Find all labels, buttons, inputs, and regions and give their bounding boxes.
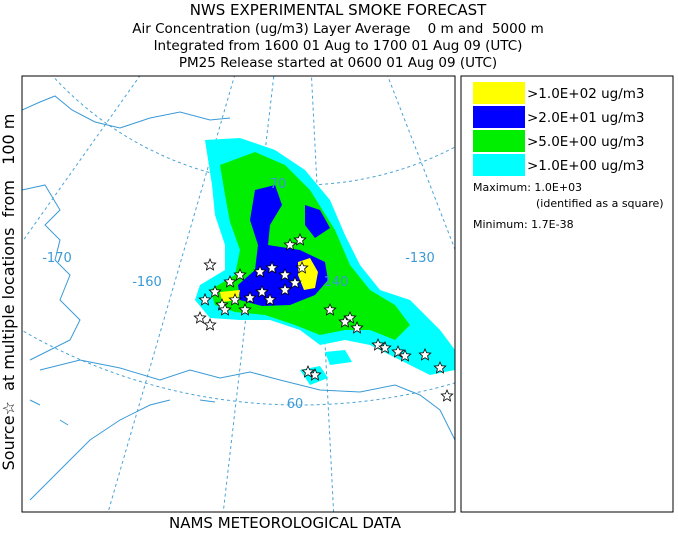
map-label: -170 <box>42 251 72 266</box>
source-star <box>278 267 292 281</box>
source-star <box>440 388 454 402</box>
source-star <box>203 317 217 331</box>
source-star <box>323 302 337 316</box>
source-star <box>208 284 222 298</box>
source-star <box>378 340 392 354</box>
legend-swatch <box>473 154 525 176</box>
source-star <box>350 320 364 334</box>
source-star <box>265 260 279 274</box>
legend-swatch <box>473 106 525 128</box>
legend-label: >5.0E+00 ug/m3 <box>527 134 645 150</box>
source-star <box>283 237 297 251</box>
map-label: -130 <box>405 251 435 266</box>
source-star <box>263 292 277 306</box>
source-star <box>253 264 267 278</box>
source-markers <box>193 232 454 402</box>
footer: NAMS METEOROLOGICAL DATA <box>169 514 402 532</box>
source-star <box>278 282 292 296</box>
source-star <box>228 292 242 306</box>
source-star <box>198 292 212 306</box>
source-star <box>288 275 302 289</box>
map-label: 70 <box>270 177 287 192</box>
side-label: Source☆ at multiple locations from 100 m <box>0 114 18 471</box>
legend-label: >1.0E+02 ug/m3 <box>527 86 645 102</box>
source-star <box>293 232 307 246</box>
legend-swatch <box>473 130 525 152</box>
coastline <box>22 95 455 501</box>
legend-label: >1.0E+00 ug/m3 <box>527 158 645 174</box>
source-star <box>218 302 232 316</box>
subtitle: PM25 Release started at 0600 01 Aug 09 (… <box>179 55 497 71</box>
max-note: (identified as a square) <box>536 197 664 210</box>
source-star <box>255 284 269 298</box>
map-frame <box>21 75 456 513</box>
legend-frame <box>460 75 674 513</box>
legend: >1.0E+02 ug/m3 >2.0E+01 ug/m3 >5.0E+00 ug/… <box>473 82 645 176</box>
source-star <box>238 302 252 316</box>
legend-label: >2.0E+01 ug/m3 <box>527 110 645 126</box>
source-star <box>301 364 315 378</box>
subtitle: Air Concentration (ug/m3) Layer Average … <box>132 21 544 37</box>
source-star <box>295 260 309 274</box>
maximum: Maximum: 1.0E+03 <box>473 181 582 194</box>
source-star <box>433 360 447 374</box>
subtitle: Integrated from 1600 01 Aug to 1700 01 A… <box>154 38 523 54</box>
title: NWS EXPERIMENTAL SMOKE FORECAST <box>190 1 487 19</box>
legend-swatch <box>473 82 525 104</box>
map-label: -160 <box>132 275 162 290</box>
map-label: 140 <box>324 275 349 290</box>
source-star <box>398 348 412 362</box>
source-star <box>243 290 257 304</box>
source-star <box>223 274 237 288</box>
source-star <box>203 257 217 271</box>
source-star <box>418 347 432 361</box>
source-star <box>193 310 207 324</box>
source-star <box>233 267 247 281</box>
minimum: Minimum: 1.7E-38 <box>473 218 574 231</box>
map-label: 60 <box>287 397 304 412</box>
source-star <box>338 314 352 328</box>
